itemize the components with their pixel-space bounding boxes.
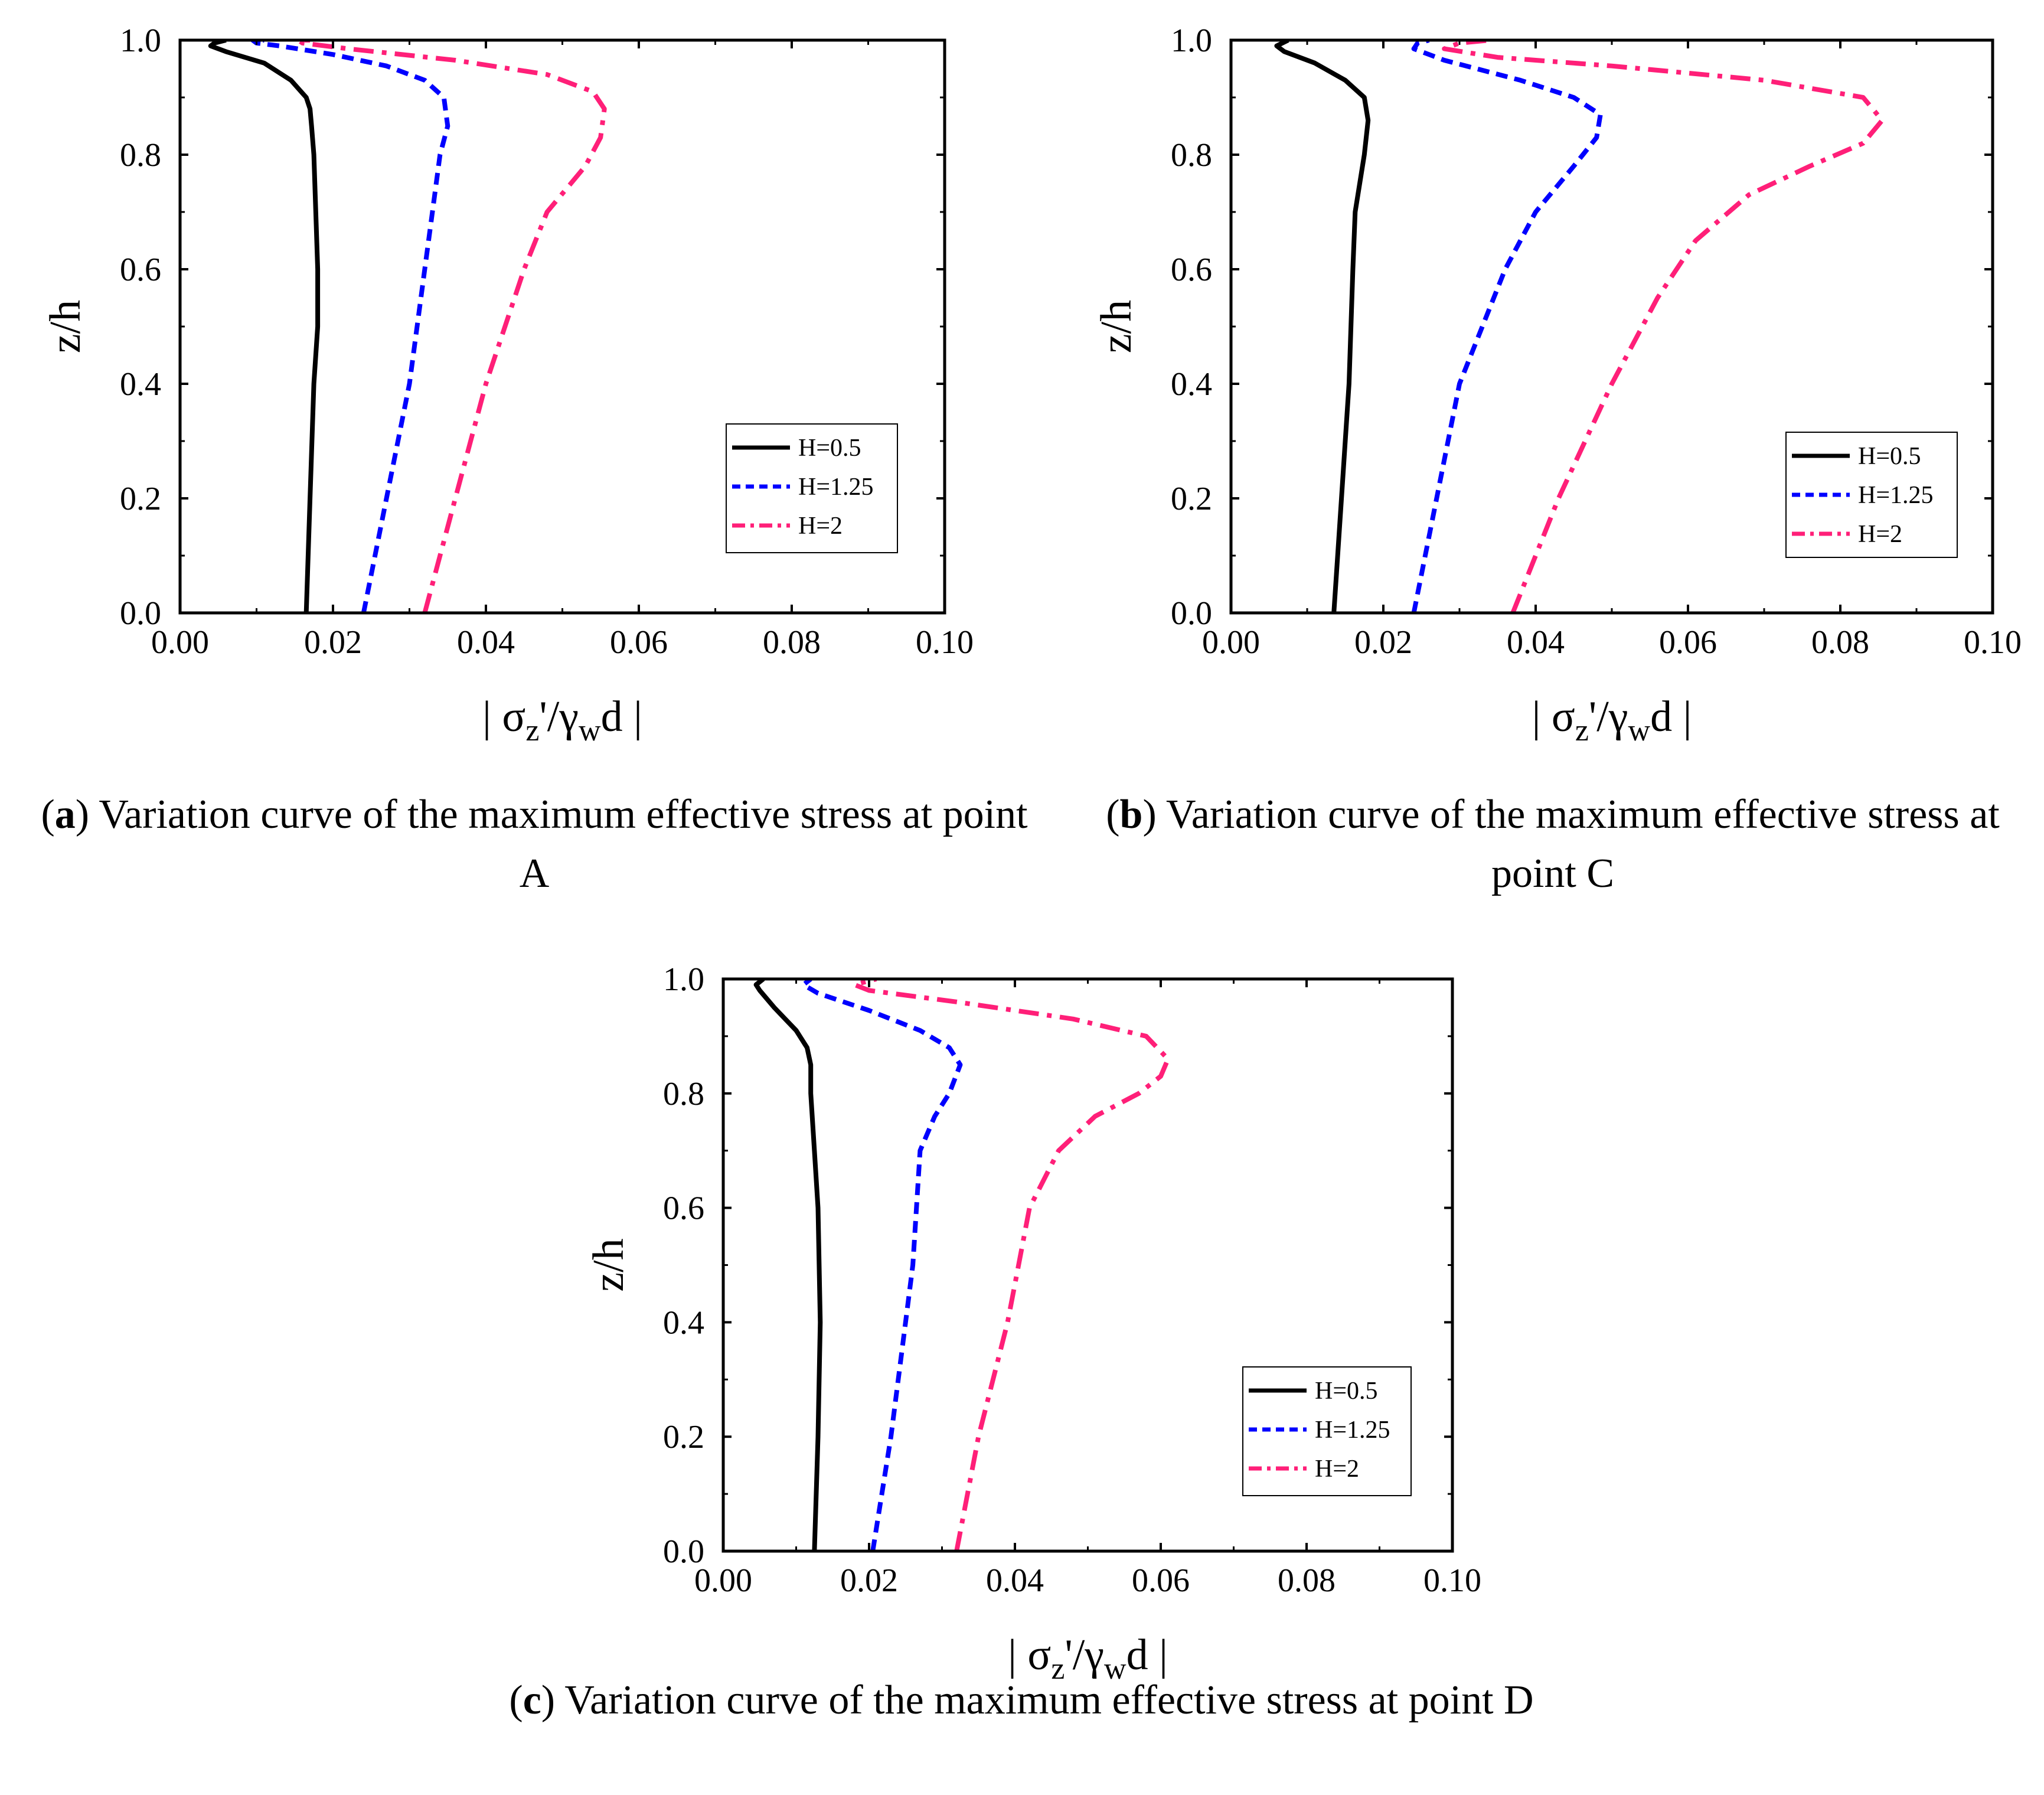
series-line-b-1	[1411, 40, 1603, 613]
y-tick-label: 0.0	[1171, 595, 1212, 632]
series-line-c-0	[753, 979, 823, 1551]
y-axis-label: z/h	[585, 1238, 633, 1291]
caption-letter: c	[523, 1677, 541, 1723]
legend-label: H=2	[798, 513, 843, 540]
series-line-a-0	[208, 40, 321, 613]
y-tick-label: 0.8	[1171, 137, 1212, 174]
y-axis-label: z/h	[1092, 300, 1141, 353]
legend-b: H=0.5 H=1.25 H=2	[1785, 432, 1958, 558]
chart-panel-c: 0.00 0.02 0.04 0.06 0.08 0.10 0.0 0.2 0.4 0.6 0.8 1…	[585, 961, 1481, 1686]
x-tick-label: 0.08	[1278, 1562, 1336, 1599]
series-line-a-2	[296, 40, 607, 613]
x-axis-label: | σz'/γwd |	[1008, 1631, 1168, 1686]
x-tick-label: 0.04	[1507, 624, 1565, 661]
legend-a: H=0.5 H=1.25 H=2	[726, 423, 898, 553]
caption-text: Variation curve of the maximum effective…	[564, 1677, 1534, 1723]
series-line-a-1	[250, 40, 450, 613]
caption-b: (b) Variation curve of the maximum effec…	[1106, 792, 2000, 896]
y-tick-label: 0.6	[663, 1190, 704, 1227]
x-axis-label: | σz'/γwd |	[482, 693, 642, 748]
x-tick-label: 0.08	[1811, 624, 1869, 661]
x-tick-label: 0.02	[304, 624, 362, 661]
legend-box	[726, 423, 898, 553]
x-tick-label: 0.04	[986, 1562, 1044, 1599]
caption-c: (c) Variation curve of the maximum effec…	[509, 1677, 1534, 1723]
x-tick-label: 0.10	[1964, 624, 2022, 661]
chart-panel-b: 0.00 0.02 0.04 0.06 0.08 0.10 0.0 0.2 0.4 0.6 0.8 1…	[1092, 22, 2022, 748]
caption-letter: b	[1119, 792, 1143, 837]
legend-label: H=1.25	[1315, 1417, 1390, 1444]
legend-box	[1242, 1366, 1412, 1496]
y-tick-label: 0.2	[1171, 481, 1212, 517]
y-tick-label: 0.4	[1171, 366, 1212, 403]
x-tick-label: 0.00	[151, 624, 209, 661]
y-tick-label: 0.2	[663, 1419, 704, 1455]
y-tick-label: 1.0	[663, 961, 704, 998]
y-tick-label: 0.0	[120, 595, 161, 632]
legend-box	[1785, 432, 1958, 558]
chart-panel-a: 0.00 0.02 0.04 0.06 0.08 0.10 0.0 0.2 0.4 0.6 0.8 1…	[41, 22, 974, 748]
series-line-b-2	[1442, 40, 1885, 613]
x-tick-label: 0.10	[1423, 1562, 1481, 1599]
legend-label: H=0.5	[1315, 1378, 1378, 1405]
caption-letter: a	[54, 792, 76, 837]
y-tick-label: 1.0	[1171, 22, 1212, 59]
y-tick-label: 0.6	[120, 252, 161, 288]
x-tick-label: 0.08	[763, 624, 821, 661]
legend-label: H=0.5	[798, 435, 861, 462]
x-tick-label: 0.02	[840, 1562, 898, 1599]
caption-text: Variation curve of the maximum effective…	[99, 792, 1028, 896]
y-axis-label: z/h	[41, 300, 90, 353]
x-tick-label: 0.06	[1132, 1562, 1190, 1599]
x-axis-label: | σz'/γwd |	[1532, 693, 1692, 748]
legend-label: H=2	[1315, 1455, 1359, 1483]
x-tick-label: 0.00	[1202, 624, 1260, 661]
legend-c: H=0.5 H=1.25 H=2	[1242, 1366, 1412, 1496]
y-tick-label: 0.8	[120, 137, 161, 174]
caption-a: (a) Variation curve of the maximum effec…	[41, 792, 1028, 896]
x-tick-label: 0.04	[457, 624, 515, 661]
legend-label: H=2	[1858, 521, 1902, 548]
y-tick-label: 1.0	[120, 22, 161, 59]
y-tick-label: 0.4	[663, 1304, 704, 1341]
series-line-b-0	[1274, 40, 1371, 613]
legend-label: H=0.5	[1858, 443, 1921, 470]
x-tick-label: 0.00	[694, 1562, 752, 1599]
legend-label: H=1.25	[1858, 482, 1934, 509]
y-tick-label: 0.6	[1171, 252, 1212, 288]
x-tick-label: 0.06	[1659, 624, 1717, 661]
x-tick-label: 0.10	[916, 624, 974, 661]
y-tick-label: 0.2	[120, 481, 161, 517]
y-tick-label: 0.8	[663, 1076, 704, 1112]
x-tick-label: 0.02	[1354, 624, 1412, 661]
y-tick-label: 0.0	[663, 1533, 704, 1570]
caption-text: Variation curve of the maximum effective…	[1165, 792, 2000, 896]
y-tick-label: 0.4	[120, 366, 161, 403]
legend-label: H=1.25	[798, 474, 874, 501]
series-line-c-2	[852, 979, 1171, 1551]
x-tick-label: 0.06	[610, 624, 668, 661]
series-line-c-1	[801, 979, 963, 1551]
